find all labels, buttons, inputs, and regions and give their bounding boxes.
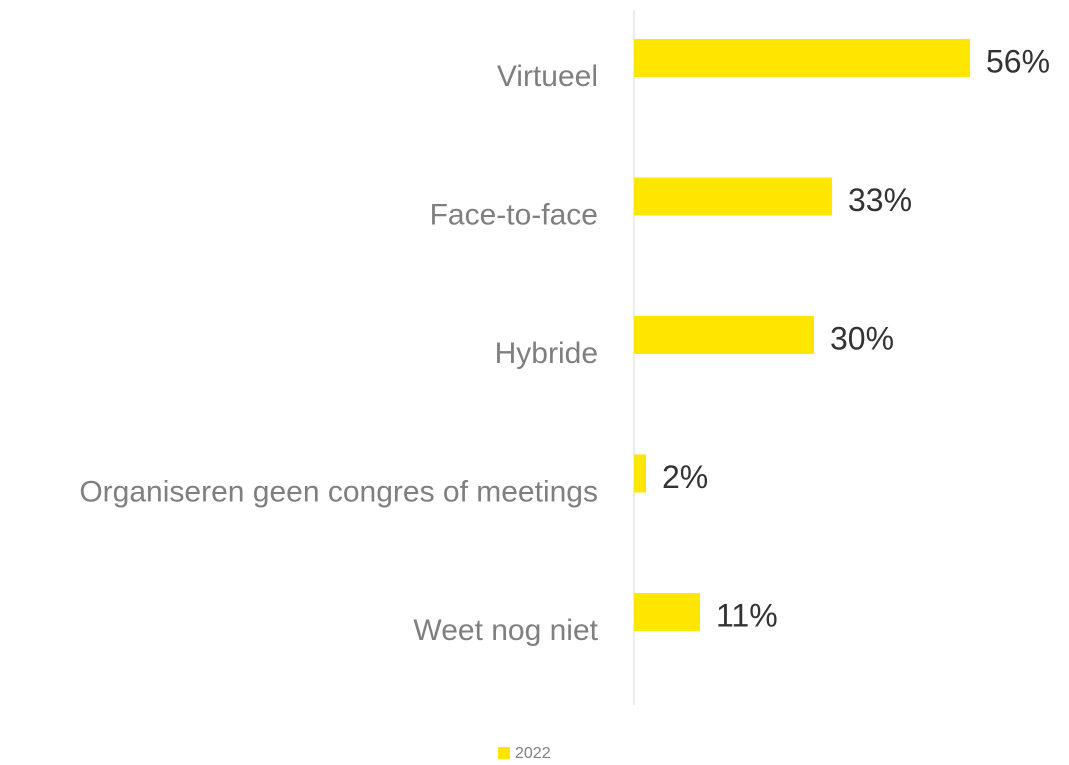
- value-label: 2%: [662, 459, 708, 495]
- bar: [634, 316, 814, 354]
- legend-label: 2022: [515, 745, 551, 762]
- legend-swatch: [498, 747, 510, 759]
- bar: [634, 39, 970, 77]
- category-label: Organiseren geen congres of meetings: [79, 475, 598, 508]
- value-label: 56%: [986, 43, 1050, 79]
- category-label: Face-to-face: [430, 198, 598, 231]
- value-label: 33%: [848, 182, 912, 218]
- bar: [634, 593, 700, 631]
- category-label: Hybride: [495, 337, 598, 370]
- category-label: Virtueel: [497, 60, 598, 93]
- category-label: Weet nog niet: [413, 614, 598, 647]
- bar: [634, 454, 646, 493]
- value-label: 11%: [716, 597, 778, 633]
- bar: [634, 177, 832, 216]
- value-label: 30%: [830, 320, 894, 356]
